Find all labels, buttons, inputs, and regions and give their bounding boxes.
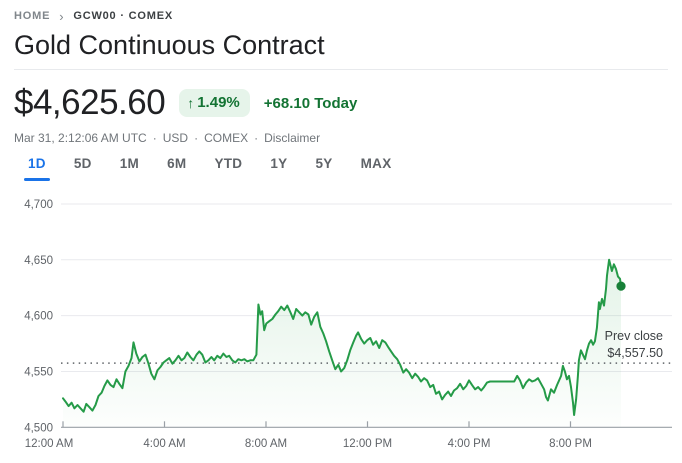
y-axis-label: 4,500 [24,422,53,434]
price-chart[interactable]: 4,700 4,650 4,600 4,550 4,500 12:00 AM 4:00 AM… [0,188,682,461]
x-axis [61,421,672,428]
percent-change-value: 1.49% [197,94,240,111]
tab-1m[interactable]: 1M [120,156,139,181]
header-divider [14,69,668,70]
active-tab-indicator [24,178,50,181]
price-area [63,259,621,428]
y-axis-label: 4,550 [24,367,53,379]
meta-separator: · [194,131,199,145]
meta-separator: · [254,131,259,145]
tab-label: 5D [73,156,92,171]
tab-6m[interactable]: 6M [167,156,186,181]
tab-1y[interactable]: 1Y [270,156,287,181]
breadcrumb: HOME › GCW00 · COMEX [14,0,668,23]
meta-separator: · [152,131,157,145]
y-axis-label: 4,600 [24,311,53,323]
disclaimer-link[interactable]: Disclaimer [264,131,321,145]
x-axis-label: 12:00 AM [25,438,74,450]
tab-1d[interactable]: 1D [24,156,50,181]
y-axis-label: 4,700 [24,199,53,211]
tab-label: 5Y [315,156,333,171]
tab-ytd[interactable]: YTD [214,156,242,181]
x-axis-label: 8:00 AM [245,438,287,450]
x-axis-label: 12:00 PM [343,438,392,450]
breadcrumb-home-link[interactable]: HOME [14,10,51,22]
prev-close-label: Prev close [605,329,663,343]
price-row: $4,625.60 ↑ 1.49% +68.10 Today [14,82,668,124]
x-axis-label: 4:00 PM [448,438,491,450]
tab-label: 6M [167,156,187,171]
tab-label: YTD [214,156,243,171]
time-range-tabs: 1D 5D 1M 6M YTD 1Y 5Y MAX [24,156,668,181]
tab-label: 1Y [270,156,288,171]
tab-label: MAX [360,156,392,171]
y-axis-label: 4,650 [24,255,53,267]
last-price-dot [616,281,626,291]
quote-timestamp: Mar 31, 2:12:06 AM UTC [14,131,147,145]
page-title: Gold Continuous Contract [14,30,325,60]
x-axis-label: 4:00 AM [143,438,185,450]
axis-labels: 4,700 4,650 4,600 4,550 4,500 12:00 AM 4:00 AM… [24,199,592,450]
quote-meta: Mar 31, 2:12:06 AM UTC · USD · COMEX · D… [14,131,668,145]
price-line [62,258,622,416]
absolute-change: +68.10 Today [263,94,358,112]
tab-5y[interactable]: 5Y [315,156,332,181]
quote-currency: USD [162,131,189,145]
percent-change-badge: ↑ 1.49% [179,89,250,117]
price-chart-container: 4,700 4,650 4,600 4,550 4,500 12:00 AM 4:00 AM… [0,188,682,461]
tab-label: 1M [119,156,140,171]
breadcrumb-chevron-icon: › [59,8,65,24]
up-arrow-icon: ↑ [187,95,195,111]
tab-5d[interactable]: 5D [74,156,92,181]
prev-close-value: $4,557.50 [607,346,663,360]
current-price: $4,625.60 [14,83,166,122]
x-axis-label: 8:00 PM [549,438,592,450]
quote-exchange: COMEX [204,131,249,145]
tab-max[interactable]: MAX [361,156,392,181]
tab-label: 1D [28,156,46,171]
breadcrumb-symbol: GCW00 · COMEX [73,10,173,22]
